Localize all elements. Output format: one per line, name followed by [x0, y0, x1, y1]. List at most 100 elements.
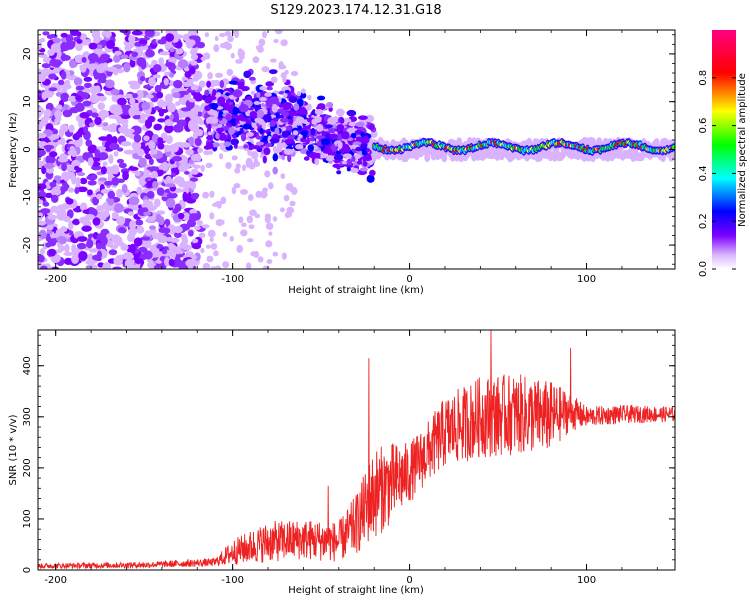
heatmap-cell	[38, 220, 47, 226]
heatmap-cell	[287, 154, 292, 163]
heatmap-cell	[198, 80, 206, 88]
heatmap-cell	[189, 213, 199, 222]
heatmap-cell	[234, 167, 241, 174]
heatmap-cell	[136, 148, 145, 157]
heatmap-cell	[127, 128, 135, 134]
heatmap-cell	[259, 127, 264, 135]
heatmap-cell	[202, 191, 210, 199]
heatmap-cell	[265, 222, 274, 230]
heatmap-cell	[310, 127, 316, 136]
heatmap-cell	[51, 266, 60, 269]
heatmap-cell	[111, 211, 119, 220]
heatmap-cell	[49, 151, 58, 158]
heatmap-cell	[93, 37, 101, 44]
heatmap-cell	[316, 140, 322, 147]
heatmap-cell	[38, 191, 47, 198]
heatmap-cell	[60, 70, 67, 80]
heatmap-cell	[95, 242, 103, 250]
heatmap-cell	[129, 97, 136, 106]
heatmap-cell	[82, 152, 90, 161]
colorbar-ticks: 0.0 0.2 0.4 0.6 0.8	[698, 70, 736, 277]
heatmap-cell	[280, 173, 286, 179]
heatmap-cell	[45, 146, 51, 153]
heatmap-cell	[269, 120, 276, 127]
heatmap-cell	[136, 186, 143, 195]
heatmap-cell	[120, 54, 129, 59]
heatmap-cell	[144, 30, 155, 37]
heatmap-cell	[139, 76, 146, 82]
heatmap-cell	[228, 127, 235, 135]
heatmap-cell	[75, 42, 83, 52]
heatmap-cell	[106, 66, 118, 72]
heatmap-cell	[351, 155, 356, 162]
heatmap-cell	[223, 141, 231, 147]
snr-series-line	[38, 330, 675, 570]
heatmap-cell	[265, 240, 273, 248]
heatmap-cell	[366, 174, 375, 183]
heatmap-cell	[79, 177, 88, 185]
heatmap-cell	[252, 145, 261, 150]
heatmap-cell	[158, 111, 165, 117]
heatmap-cell	[173, 176, 185, 185]
heatmap-cell	[119, 30, 129, 34]
heatmap-cell	[49, 181, 57, 188]
heatmap-cell	[94, 148, 101, 158]
heatmap-cell	[81, 225, 92, 232]
heatmap-cell	[77, 90, 84, 96]
heatmap-cell	[154, 232, 164, 237]
heatmap-cell	[264, 92, 272, 97]
heatmap-cell	[282, 92, 288, 98]
heatmap-cell	[169, 237, 180, 243]
heatmap-cell	[78, 251, 88, 261]
heatmap-cell	[232, 134, 237, 139]
heatmap-cell	[272, 145, 277, 152]
heatmap-cell	[192, 238, 199, 244]
heatmap-cell	[85, 265, 92, 269]
heatmap-cell	[239, 189, 248, 195]
heatmap-cell	[350, 167, 359, 174]
heatmap-cell	[367, 154, 373, 161]
heatmap-cells	[38, 30, 675, 269]
heatmap-cell	[166, 192, 178, 199]
heatmap-cell	[104, 180, 113, 186]
heatmap-cell	[231, 155, 238, 161]
heatmap-cell	[290, 70, 299, 77]
heatmap-cell	[148, 158, 154, 166]
heatmap-cell	[308, 137, 315, 142]
heatmap-cell	[60, 53, 67, 62]
heatmap-cell	[48, 73, 57, 80]
heatmap-cell	[94, 85, 101, 94]
heatmap-cell	[69, 106, 80, 114]
heatmap-cell	[38, 212, 43, 218]
heatmap-cell	[88, 122, 95, 128]
heatmap-cell	[362, 160, 368, 167]
heatmap-cell	[251, 122, 257, 128]
heatmap-cell	[79, 64, 87, 73]
heatmap-cell	[177, 59, 189, 69]
heatmap-cell	[350, 132, 357, 138]
heatmap-cell	[136, 57, 147, 67]
heatmap-cell	[209, 212, 215, 220]
heatmap-cell	[138, 246, 147, 253]
heatmap-cell	[198, 117, 203, 126]
heatmap-cell	[117, 97, 127, 106]
heatmap-cell	[189, 208, 198, 215]
heatmap-cell	[172, 247, 178, 255]
heatmap-cell	[159, 51, 171, 56]
heatmap-cell	[157, 39, 167, 45]
heatmap-cell	[191, 193, 199, 200]
heatmap-cell	[145, 230, 152, 237]
heatmap-cell	[104, 79, 115, 89]
heatmap-cell	[204, 89, 210, 97]
heatmap-cell	[281, 252, 287, 260]
snr-axes: -200 -100 0 100 0 100 200 300 400	[22, 330, 675, 586]
heatmap-cell	[60, 124, 69, 133]
heatmap-cell	[296, 90, 302, 97]
heatmap-cell	[129, 83, 141, 90]
spectrogram-ytick-label: -10	[22, 189, 33, 205]
heatmap-cell	[135, 219, 144, 226]
heatmap-cell	[75, 95, 82, 101]
heatmap-cell	[39, 248, 45, 255]
heatmap-cell	[60, 32, 68, 38]
